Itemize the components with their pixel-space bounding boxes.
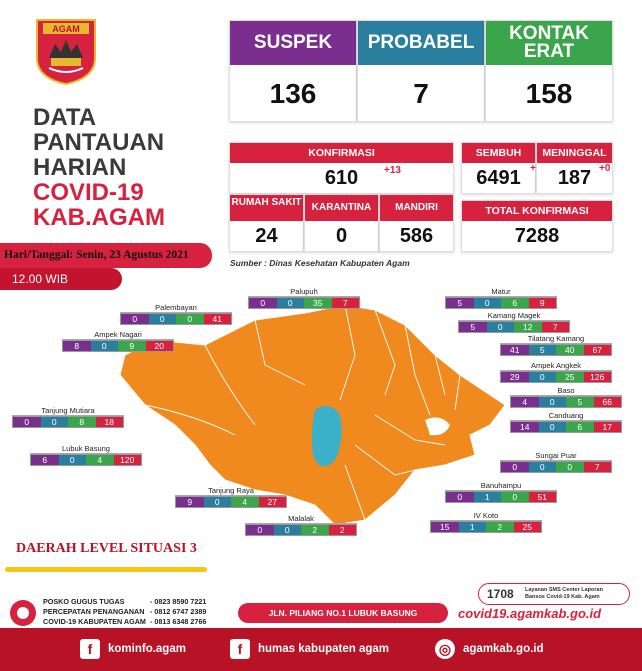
meninggal-card: MENINGGAL 187 +0 xyxy=(536,142,613,194)
agam-map xyxy=(115,295,515,535)
address-label: JLN. PILIANG NO.1 LUBUK BASUNG xyxy=(238,603,448,623)
region-iv-koto: IV Koto 15 1 2 25 xyxy=(430,510,542,533)
region-baso: Baso 4 0 5 66 xyxy=(510,385,622,408)
region-tilatang-kamang: Tilatang Kamang 41 5 40 67 xyxy=(500,333,612,356)
divider xyxy=(5,567,207,572)
region-ampek-angkek: Ampek Angkek 29 0 25 126 xyxy=(500,360,612,383)
sms-center: 1708 Layanan SMS Center Laporan Bansos Co… xyxy=(478,583,630,605)
region-ampek-nagari: Ampek Nagari 8 0 9 20 xyxy=(62,329,174,352)
sembuh-card: SEMBUH 6491 +1 xyxy=(461,142,541,194)
facebook-icon: f xyxy=(80,639,100,659)
agam-logo: AGAM xyxy=(35,18,97,86)
region-canduang: Canduang 14 0 6 17 xyxy=(510,410,622,433)
posko-logo-icon xyxy=(10,600,36,626)
level-label: DAERAH LEVEL SITUASI 3 xyxy=(16,541,197,556)
source-label: Sumber : Dinas Kesehatan Kabupaten Agam xyxy=(230,258,410,268)
suspek-value: 136 xyxy=(269,78,317,109)
region-tanjung-mutiara: Tanjung Mutiara 0 0 8 18 xyxy=(12,405,124,428)
date-label: Hari/Tanggal: Senin, 23 Agustus 2021 xyxy=(0,243,212,268)
globe-icon: ◎ xyxy=(435,639,455,659)
footer: f kominfo.agam f humas kabupaten agam ◎ aga… xyxy=(0,628,642,671)
region-tanjung-raya: Tanjung Raya 9 0 4 27 xyxy=(175,485,287,508)
probabel-card: PROBABEL 7 xyxy=(357,20,485,122)
page-title: DATA PANTAUAN HARIAN COVID-19 KAB.AGAM xyxy=(33,104,165,231)
region-palupuh: Palupuh 0 0 35 7 xyxy=(248,286,360,309)
logo-text: AGAM xyxy=(52,24,80,34)
rumah-sakit-card: RUMAH SAKIT 24 xyxy=(229,194,304,252)
konfirmasi-delta: +13 xyxy=(384,165,401,176)
mandiri-card: MANDIRI 586 xyxy=(379,194,454,252)
website-link[interactable]: covid19.agamkab.go.id xyxy=(458,606,602,621)
website-footer[interactable]: ◎ agamkab.go.id xyxy=(435,639,544,659)
region-palembayan: Palembayan 0 0 0 41 xyxy=(120,302,232,325)
karantina-card: KARANTINA 0 xyxy=(304,194,379,252)
konfirmasi-value: 610 xyxy=(324,167,359,189)
region-lubuk-basung: Lubuk Basung 6 0 4 120 xyxy=(30,443,142,466)
posko-info: POSKO GUGUS TUGAS PERCEPATAN PENANGANAN CO… xyxy=(5,597,235,629)
suspek-card: SUSPEK 136 xyxy=(229,20,357,122)
konfirmasi-card: KONFIRMASI 610 +13 xyxy=(229,142,454,194)
region-banuhampu: Banuhampu 0 1 0 51 xyxy=(445,480,557,503)
probabel-value: 7 xyxy=(413,78,429,109)
facebook-icon: f xyxy=(230,639,250,659)
region-kamang-magek: Kamang Magek 5 0 12 7 xyxy=(458,310,570,333)
time-label: 12.00 WIB xyxy=(0,268,122,290)
total-konfirmasi-card: TOTAL KONFIRMASI 7288 xyxy=(461,200,613,252)
kontak-erat-value: 158 xyxy=(525,78,573,109)
facebook-humas[interactable]: f humas kabupaten agam xyxy=(230,639,389,659)
facebook-kominfo[interactable]: f kominfo.agam xyxy=(80,639,186,659)
kontak-erat-card: KONTAK ERAT 158 xyxy=(485,20,613,122)
